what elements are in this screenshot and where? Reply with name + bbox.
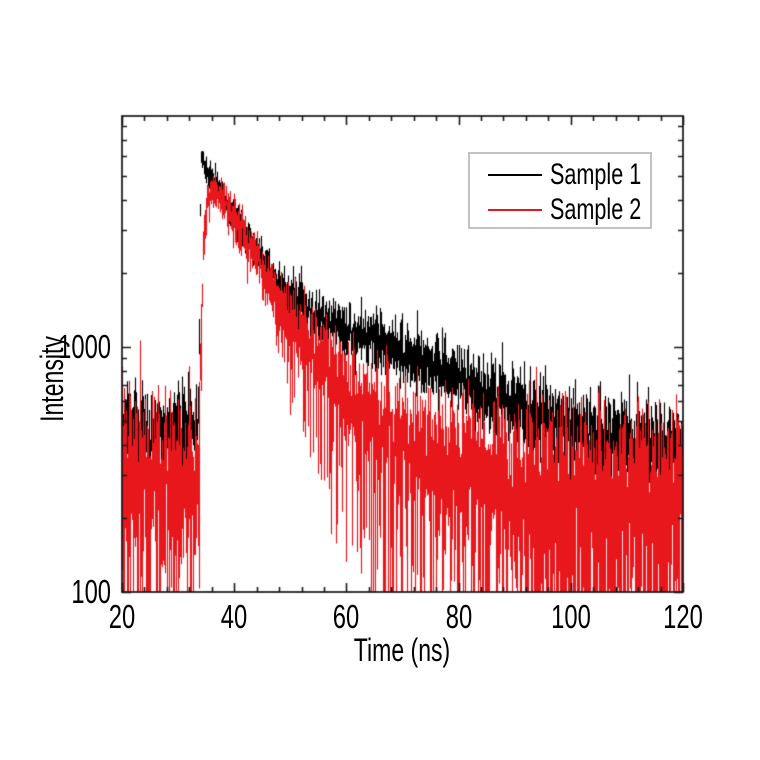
legend-entry-sample-2: Sample 2 [470,192,650,227]
x-axis-tick-label-80: 80 [445,598,472,635]
x-axis-title: Time (ns) [353,632,451,668]
x-axis-tick-label-100: 100 [550,598,591,635]
legend-label-sample-2: Sample 2 [550,192,642,226]
y-axis-tick-label-100: 100 [71,573,111,610]
y-axis-title: Intensity [34,336,70,422]
x-axis-tick-label-60: 60 [333,598,360,635]
legend-line-sample-1 [488,173,542,176]
x-axis-tick-label-40: 40 [220,598,248,635]
x-axis-tick-label-20: 20 [108,598,136,635]
legend-label-sample-1: Sample 1 [550,157,642,191]
x-axis-tick-label-120: 120 [663,598,703,635]
legend-line-sample-2 [488,208,542,211]
legend: Sample 1 Sample 2 [468,152,652,229]
y-axis-tick-label-1000: 1000 [58,328,111,366]
legend-entry-sample-1: Sample 1 [470,157,650,192]
